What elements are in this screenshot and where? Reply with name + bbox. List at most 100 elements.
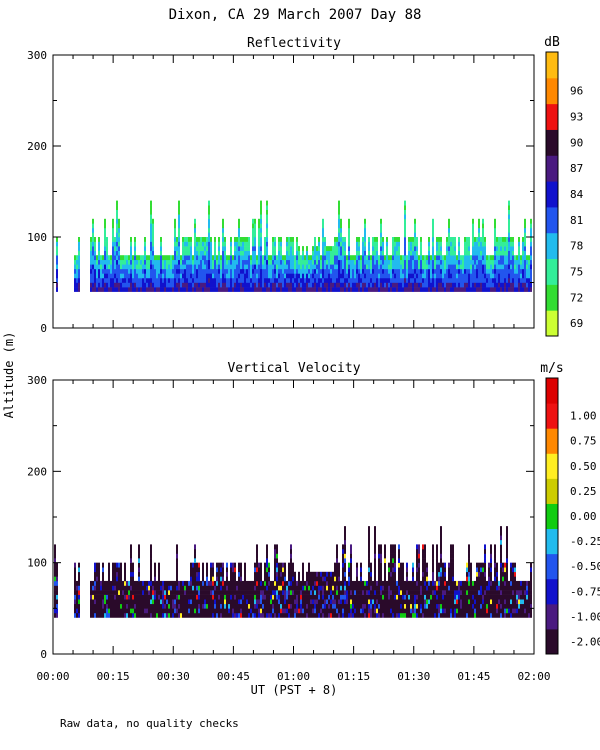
heatmap-cell (230, 237, 232, 242)
heatmap-cell (138, 576, 140, 582)
heatmap-cell (402, 571, 404, 577)
heatmap-cell (444, 608, 446, 614)
heatmap-cell (162, 608, 164, 614)
heatmap-cell (360, 264, 362, 270)
heatmap-cell (100, 277, 102, 283)
heatmap-cell (120, 273, 122, 279)
heatmap-cell (260, 585, 262, 591)
heatmap-cell (56, 241, 58, 247)
heatmap-cell (98, 567, 100, 573)
heatmap-cell (236, 594, 238, 600)
heatmap-cell (142, 264, 144, 270)
heatmap-cell (122, 590, 124, 595)
heatmap-cell (398, 250, 400, 256)
heatmap-cell (262, 268, 264, 274)
heatmap-cell (176, 562, 178, 568)
heatmap-cell (496, 277, 498, 283)
heatmap-cell (56, 571, 58, 577)
heatmap-cell (466, 562, 468, 568)
heatmap-cell (318, 246, 320, 251)
heatmap-cell (456, 603, 458, 609)
heatmap-cell (494, 548, 496, 554)
heatmap-cell (394, 594, 396, 600)
heatmap-cell (112, 612, 114, 618)
heatmap-cell (350, 264, 352, 270)
heatmap-cell (214, 282, 216, 288)
heatmap-cell (274, 246, 276, 251)
heatmap-cell (368, 277, 370, 283)
heatmap-cell (156, 603, 158, 609)
heatmap-cell (176, 553, 178, 559)
heatmap-cell (140, 612, 142, 618)
heatmap-cell (494, 553, 496, 559)
heatmap-cell (388, 599, 390, 605)
heatmap-cell (90, 277, 92, 283)
heatmap-cell (242, 255, 244, 261)
heatmap-cell (340, 277, 342, 283)
heatmap-cell (156, 599, 158, 605)
heatmap-cell (396, 612, 398, 618)
heatmap-cell (232, 277, 234, 283)
heatmap-cell (304, 282, 306, 288)
heatmap-cell (106, 599, 108, 605)
heatmap-cell (398, 590, 400, 595)
heatmap-cell (348, 232, 350, 238)
heatmap-cell (242, 237, 244, 242)
heatmap-cell (306, 612, 308, 618)
heatmap-cell (432, 218, 434, 224)
heatmap-cell (96, 571, 98, 577)
heatmap-cell (224, 273, 226, 279)
heatmap-cell (260, 259, 262, 265)
heatmap-cell (130, 241, 132, 247)
heatmap-cell (198, 612, 200, 618)
heatmap-cell (350, 580, 352, 586)
heatmap-cell (338, 259, 340, 265)
heatmap-cell (388, 273, 390, 279)
heatmap-cell (284, 255, 286, 261)
heatmap-cell (418, 558, 420, 563)
heatmap-cell (530, 282, 532, 288)
heatmap-cell (148, 282, 150, 288)
heatmap-cell (126, 594, 128, 600)
heatmap-cell (116, 562, 118, 568)
heatmap-cell (162, 612, 164, 618)
heatmap-cell (380, 282, 382, 288)
heatmap-cell (98, 273, 100, 279)
heatmap-cell (98, 608, 100, 614)
heatmap-cell (424, 277, 426, 283)
heatmap-cell (504, 562, 506, 568)
heatmap-cell (272, 264, 274, 270)
heatmap-cell (240, 246, 242, 251)
heatmap-cell (152, 227, 154, 233)
heatmap-cell (278, 287, 280, 292)
heatmap-cell (420, 594, 422, 600)
heatmap-cell (424, 268, 426, 274)
heatmap-cell (336, 264, 338, 270)
heatmap-cell (196, 603, 198, 609)
heatmap-cell (258, 277, 260, 283)
heatmap-cell (90, 612, 92, 618)
heatmap-cell (106, 273, 108, 279)
heatmap-cell (426, 599, 428, 605)
heatmap-cell (296, 237, 298, 242)
heatmap-cell (282, 576, 284, 582)
heatmap-cell (182, 241, 184, 247)
heatmap-cell (330, 246, 332, 251)
heatmap-cell (454, 282, 456, 288)
heatmap-cell (258, 594, 260, 600)
heatmap-cell (164, 608, 166, 614)
heatmap-cell (490, 580, 492, 586)
heatmap-cell (276, 282, 278, 288)
heatmap-cell (54, 544, 56, 550)
heatmap-cell (162, 603, 164, 609)
heatmap-cell (98, 241, 100, 247)
heatmap-cell (288, 571, 290, 577)
heatmap-cell (252, 580, 254, 586)
heatmap-cell (466, 590, 468, 595)
heatmap-cell (182, 264, 184, 270)
heatmap-cell (284, 259, 286, 265)
heatmap-cell (220, 259, 222, 265)
heatmap-cell (470, 264, 472, 270)
heatmap-cell (416, 585, 418, 591)
heatmap-cell (248, 264, 250, 270)
